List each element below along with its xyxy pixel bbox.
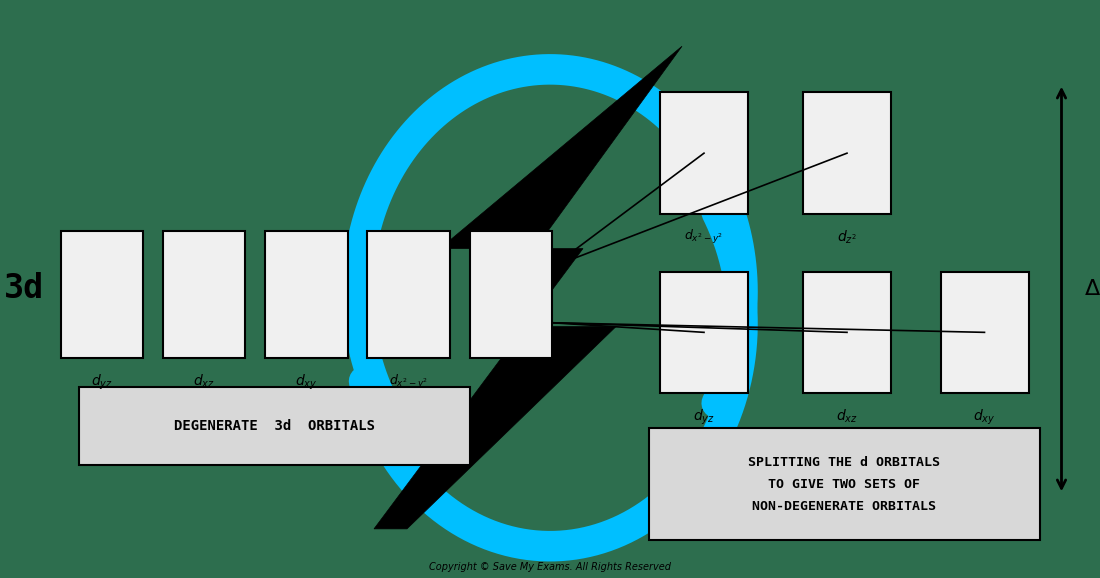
Bar: [367, 231, 450, 358]
Text: Copyright © Save My Exams. All Rights Reserved: Copyright © Save My Exams. All Rights Re…: [429, 562, 671, 572]
Text: DEGENERATE  3d  ORBITALS: DEGENERATE 3d ORBITALS: [174, 419, 375, 434]
Bar: [803, 92, 891, 214]
Text: SPLITTING THE d ORBITALS
TO GIVE TWO SETS OF
NON-DEGENERATE ORBITALS: SPLITTING THE d ORBITALS TO GIVE TWO SET…: [748, 455, 940, 513]
Text: $d_{xy}$: $d_{xy}$: [295, 373, 318, 392]
Text: $d_{xy}$: $d_{xy}$: [974, 407, 996, 427]
Text: $d_{z^2}$: $d_{z^2}$: [837, 228, 857, 246]
Bar: [649, 428, 1040, 540]
Text: $d_{z^2}$: $d_{z^2}$: [500, 373, 521, 390]
Bar: [660, 92, 748, 214]
Bar: [470, 231, 552, 358]
Bar: [163, 231, 245, 358]
Text: $\Delta E$: $\Delta E$: [1084, 279, 1100, 299]
Text: $d_{xz}$: $d_{xz}$: [194, 373, 214, 390]
Text: $d_{yz}$: $d_{yz}$: [91, 373, 112, 392]
Bar: [60, 231, 143, 358]
Text: $d_{x^2-y^2}$: $d_{x^2-y^2}$: [389, 373, 428, 391]
Bar: [660, 272, 748, 393]
Text: $d_{xz}$: $d_{xz}$: [836, 407, 858, 425]
Text: $d_{yz}$: $d_{yz}$: [693, 407, 715, 427]
Text: 3d: 3d: [4, 272, 44, 306]
Text: $d_{x^2-y^2}$: $d_{x^2-y^2}$: [684, 228, 724, 246]
Bar: [265, 231, 348, 358]
Polygon shape: [374, 46, 682, 529]
Bar: [803, 272, 891, 393]
Bar: [79, 387, 470, 465]
Bar: [940, 272, 1028, 393]
